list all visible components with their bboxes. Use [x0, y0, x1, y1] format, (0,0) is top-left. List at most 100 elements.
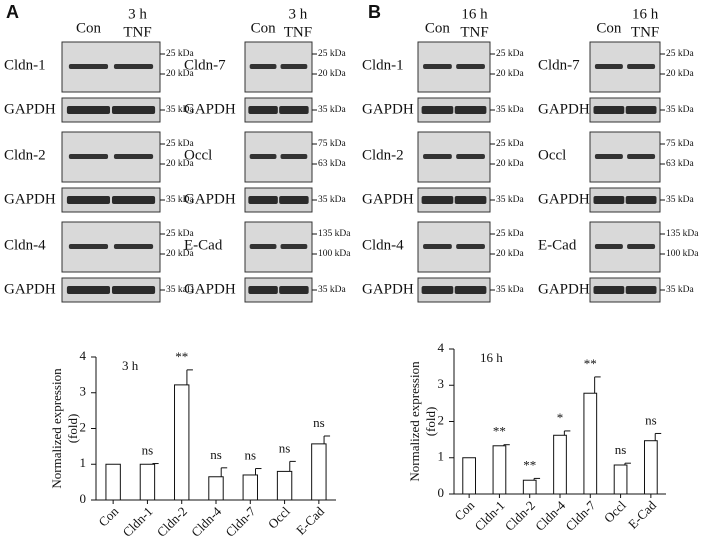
band [248, 286, 278, 294]
marker-label: 35 kDa [318, 195, 346, 205]
loading-label: GAPDH [538, 101, 590, 117]
loading-label: GAPDH [184, 191, 236, 207]
x-tick-label: Cldn-4 [532, 497, 568, 533]
y-tick-label: 0 [438, 485, 445, 500]
significance-label: * [557, 410, 564, 425]
marker-label: 63 kDa [666, 159, 694, 169]
bar [613, 464, 628, 495]
loading-label: GAPDH [362, 191, 414, 207]
marker-label: 25 kDa [318, 49, 346, 59]
control-label: Con [76, 20, 102, 36]
marker-label: 35 kDa [666, 195, 694, 205]
x-tick-label: Cldn-2 [502, 498, 538, 534]
band [456, 244, 485, 249]
bar [242, 474, 258, 501]
treatment-label: TNF [284, 24, 312, 40]
marker-label: 135 kDa [666, 229, 699, 239]
bar [583, 392, 598, 495]
bar [276, 470, 293, 501]
band [248, 196, 278, 204]
protein-label: E-Cad [184, 237, 223, 253]
band [66, 286, 111, 294]
marker-label: 25 kDa [166, 229, 194, 239]
band [111, 286, 156, 294]
x-tick-label: Occl [265, 503, 293, 531]
loading-label: GAPDH [4, 191, 56, 207]
chart-title: 16 h [480, 350, 503, 365]
y-axis-label: (fold) [423, 407, 438, 437]
band [421, 286, 454, 294]
band [625, 196, 657, 204]
band [625, 106, 657, 114]
loading-label: GAPDH [184, 101, 236, 117]
band [456, 154, 485, 159]
significance-label: ** [523, 457, 536, 472]
marker-label: 35 kaD [166, 285, 194, 295]
band [594, 244, 623, 249]
marker-label: 25 kDa [166, 139, 194, 149]
band [248, 106, 278, 114]
marker-label: 25 kDa [496, 229, 524, 239]
band [421, 106, 454, 114]
loading-label: GAPDH [362, 101, 414, 117]
control-label: Con [425, 20, 451, 36]
marker-label: 63 kDa [318, 159, 346, 169]
band [456, 64, 485, 69]
band [279, 196, 309, 204]
y-tick-label: 2 [80, 419, 87, 434]
time-label: 3 h [289, 6, 308, 22]
loading-label: GAPDH [184, 281, 236, 297]
band [627, 244, 656, 249]
loading-label: GAPDH [4, 101, 56, 117]
marker-label: 20 kDa [496, 159, 524, 169]
protein-label: Cldn-1 [362, 57, 404, 73]
significance-label: ** [175, 349, 188, 364]
x-tick-label: Cldn-7 [222, 503, 258, 539]
bar [105, 463, 121, 501]
significance-label: ** [584, 356, 597, 371]
control-label: Con [251, 20, 277, 36]
x-tick-label: E-Cad [625, 497, 659, 531]
bar [174, 384, 190, 501]
marker-label: 20 kDa [166, 249, 194, 259]
y-tick-label: 4 [80, 348, 87, 363]
protein-label: Occl [538, 147, 566, 163]
marker-label: 35 kDa [318, 285, 346, 295]
band [593, 286, 625, 294]
bar [492, 445, 507, 495]
band [111, 196, 156, 204]
y-tick-label: 4 [438, 340, 445, 355]
band [423, 244, 452, 249]
band [280, 154, 308, 159]
x-tick-label: Cldn-7 [562, 497, 598, 533]
band [249, 244, 277, 249]
significance-label: ns [142, 443, 154, 458]
x-tick-label: Cldn-1 [472, 498, 508, 534]
protein-label: Occl [184, 147, 212, 163]
x-tick-label: Cldn-1 [120, 504, 156, 539]
bar [522, 479, 537, 495]
band [594, 154, 623, 159]
treatment-label: TNF [123, 24, 151, 40]
y-tick-label: 1 [80, 455, 87, 470]
time-label: 3 h [128, 6, 147, 22]
significance-label: ns [615, 442, 627, 457]
y-axis-label: Normalized expression [407, 361, 422, 482]
band [113, 64, 154, 69]
panel-letter: A [6, 2, 19, 22]
bar [311, 443, 327, 501]
x-tick-label: E-Cad [293, 503, 327, 537]
marker-label: 35 kDa [666, 285, 694, 295]
marker-label: 25 kDa [496, 49, 524, 59]
loading-label: GAPDH [538, 191, 590, 207]
marker-label: 35 kDa [318, 105, 346, 115]
marker-label: 75 kDa [318, 139, 346, 149]
band [627, 64, 656, 69]
marker-label: 35 kDa [496, 195, 524, 205]
band [454, 106, 487, 114]
y-tick-label: 3 [80, 384, 87, 399]
marker-label: 20 kDa [166, 159, 194, 169]
band [423, 64, 452, 69]
y-axis-label: (fold) [65, 414, 80, 444]
control-label: Con [596, 20, 622, 36]
